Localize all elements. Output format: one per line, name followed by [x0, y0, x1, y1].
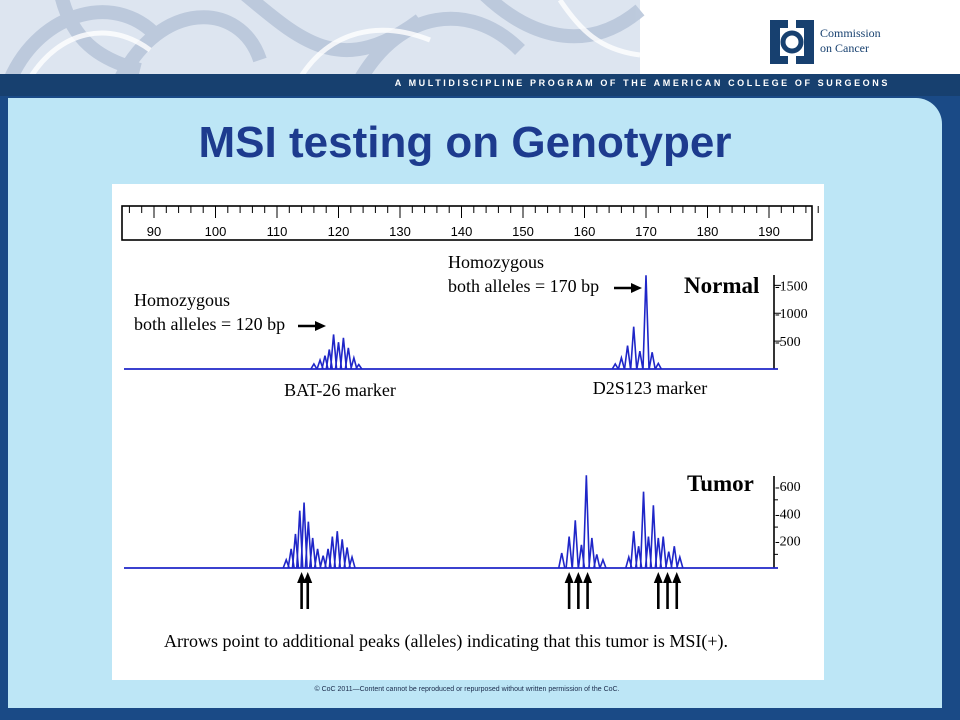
y-tick-label-400: -400 — [775, 507, 801, 522]
copyright-footer: © CoC 2011—Content cannot be reproduced … — [314, 686, 620, 693]
allele-arrow-head-1 — [303, 572, 313, 583]
annotation-170-arrow-head — [631, 283, 642, 293]
tumor-panel: Tumor -200 -400 -600 Arrows point to addit… — [124, 471, 801, 652]
peak-1-7 — [313, 548, 322, 569]
normal-panel: Normal -500 -1000 -1500 Homozygous both al… — [124, 252, 808, 400]
y-tick-label-600: -600 — [775, 480, 801, 495]
coc-logo-icon — [770, 20, 814, 64]
organization-name-line2: on Cancer — [820, 41, 869, 55]
peak-1-5 — [304, 521, 313, 569]
peak-1-26 — [639, 491, 648, 569]
x-tick-label-190: 190 — [758, 224, 780, 239]
tumor-label: Tumor — [687, 471, 754, 496]
x-tick-label-150: 150 — [512, 224, 534, 239]
peak-0-13 — [629, 326, 638, 370]
annotation-120-line2: both alleles = 120 bp — [134, 314, 285, 334]
peak-0-10 — [611, 362, 619, 370]
annotation-170-line2: both alleles = 170 bp — [448, 276, 599, 296]
peak-1-24 — [629, 531, 638, 569]
peak-1-32 — [670, 546, 679, 569]
normal-y-axis: -500 -1000 -1500 — [773, 275, 808, 369]
x-tick-label-170: 170 — [635, 224, 657, 239]
y-tick-label-1500: -1500 — [775, 279, 808, 294]
peak-0-8 — [350, 354, 358, 370]
x-axis-frame — [121, 205, 813, 241]
x-tick-label-110: 110 — [267, 224, 288, 239]
peak-1-33 — [676, 554, 684, 569]
peak-0-12 — [623, 345, 632, 370]
peak-0-0 — [310, 362, 318, 370]
peak-0-4 — [329, 334, 338, 370]
peak-1-29 — [654, 537, 663, 569]
slide-header: Commission on Cancer — [0, 0, 960, 78]
coc-logo: Commission on Cancer — [766, 14, 916, 70]
tumor-y-axis: -200 -400 -600 — [773, 476, 801, 568]
allele-arrow-head-2 — [564, 572, 574, 583]
allele-arrow-head-5 — [653, 572, 663, 583]
x-tick-label-180: 180 — [697, 224, 719, 239]
peak-0-14 — [636, 351, 644, 370]
peak-0-17 — [654, 361, 663, 370]
peak-1-11 — [333, 531, 342, 569]
annotation-120-arrow-head — [315, 321, 326, 331]
bat26-marker-label: BAT-26 marker — [284, 380, 396, 400]
peak-1-12 — [338, 539, 346, 569]
allele-arrow-head-7 — [672, 572, 682, 583]
peak-1-30 — [659, 536, 668, 569]
decorative-ribbon-art — [0, 0, 645, 78]
normal-label: Normal — [684, 273, 759, 298]
x-tick-label-160: 160 — [574, 224, 596, 239]
peak-1-20 — [588, 537, 596, 569]
peak-1-16 — [565, 536, 573, 569]
peak-0-16 — [648, 352, 656, 370]
peak-1-15 — [557, 552, 566, 569]
x-axis — [121, 205, 813, 241]
peak-0-9 — [355, 363, 363, 370]
peak-0-6 — [339, 337, 348, 370]
peak-1-22 — [599, 557, 607, 569]
peak-1-14 — [348, 554, 356, 569]
program-banner: A MULTIDISCIPLINE PROGRAM OF THE AMERICA… — [0, 74, 960, 96]
x-axis-ticks: 90 100 110 120 130 140 150 160 170 180 190 — [128, 206, 819, 239]
tumor-peaks — [282, 475, 684, 569]
genotyper-figure: 90 100 110 120 130 140 150 160 170 180 190 Normal … — [112, 184, 824, 680]
allele-arrow-head-0 — [297, 572, 307, 583]
slide-title: MSI testing on Genotyper — [198, 118, 732, 167]
y-tick-label-1000: -1000 — [775, 307, 808, 322]
x-tick-label-140: 140 — [451, 224, 473, 239]
y-tick-label-500: -500 — [775, 335, 801, 350]
peak-1-17 — [571, 520, 580, 569]
x-tick-label-130: 130 — [389, 224, 411, 239]
peak-0-15 — [642, 275, 650, 370]
x-tick-label-120: 120 — [328, 224, 350, 239]
allele-arrow-head-3 — [573, 572, 583, 583]
peak-0-7 — [344, 347, 353, 370]
annotation-170-line1: Homozygous — [448, 252, 544, 272]
x-tick-label-100: 100 — [205, 224, 227, 239]
annotation-120-line1: Homozygous — [134, 290, 230, 310]
y-tick-label-200: -200 — [775, 535, 801, 550]
normal-peaks — [310, 275, 663, 370]
organization-name-line1: Commission — [820, 26, 881, 40]
allele-arrow-head-6 — [663, 572, 673, 583]
d2s123-marker-label: D2S123 marker — [593, 378, 707, 398]
peak-1-6 — [308, 537, 317, 569]
tumor-caption: Arrows point to additional peaks (allele… — [164, 631, 728, 652]
banner-text: A MULTIDISCIPLINE PROGRAM OF THE AMERICA… — [394, 78, 890, 88]
additional-allele-arrows — [297, 572, 682, 609]
peak-1-28 — [649, 505, 658, 569]
peak-0-11 — [617, 354, 626, 370]
x-tick-label-90: 90 — [147, 224, 161, 239]
peak-1-13 — [343, 547, 351, 569]
genotyper-chart: 90 100 110 120 130 140 150 160 170 180 190 Normal … — [121, 205, 819, 652]
peak-1-19 — [582, 475, 591, 569]
peak-1-31 — [664, 551, 673, 569]
allele-arrow-head-4 — [583, 572, 593, 583]
peak-1-21 — [593, 554, 601, 569]
